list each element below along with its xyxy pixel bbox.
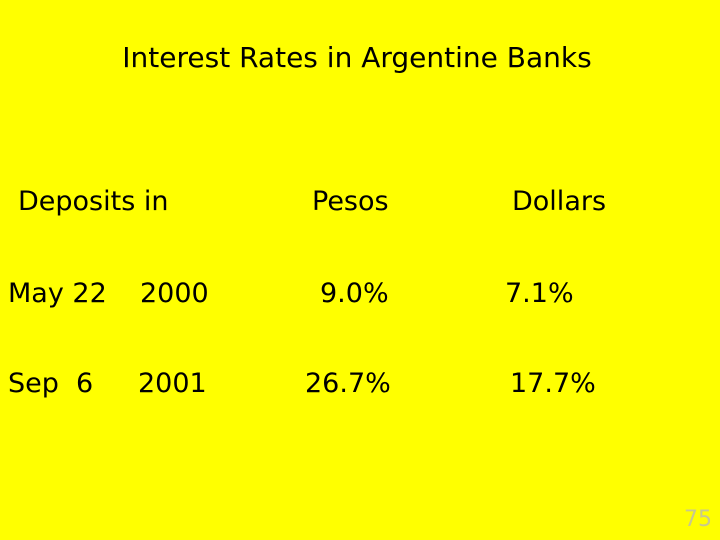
table-cell: 26.7% — [305, 368, 391, 399]
table-cell: 17.7% — [510, 368, 596, 399]
table-cell: 2001 — [138, 368, 207, 399]
page-number: 75 — [684, 507, 712, 532]
header-cell: Deposits in — [18, 186, 169, 217]
table-cell: 9.0% — [320, 278, 389, 309]
slide-title: Interest Rates in Argentine Banks — [122, 41, 592, 74]
table-cell: May 22 — [8, 278, 107, 309]
table-cell: 7.1% — [505, 278, 574, 309]
header-cell: Dollars — [512, 186, 607, 217]
header-cell: Pesos — [312, 186, 389, 217]
table-cell: Sep 6 — [8, 368, 94, 399]
table-cell: 2000 — [140, 278, 209, 309]
